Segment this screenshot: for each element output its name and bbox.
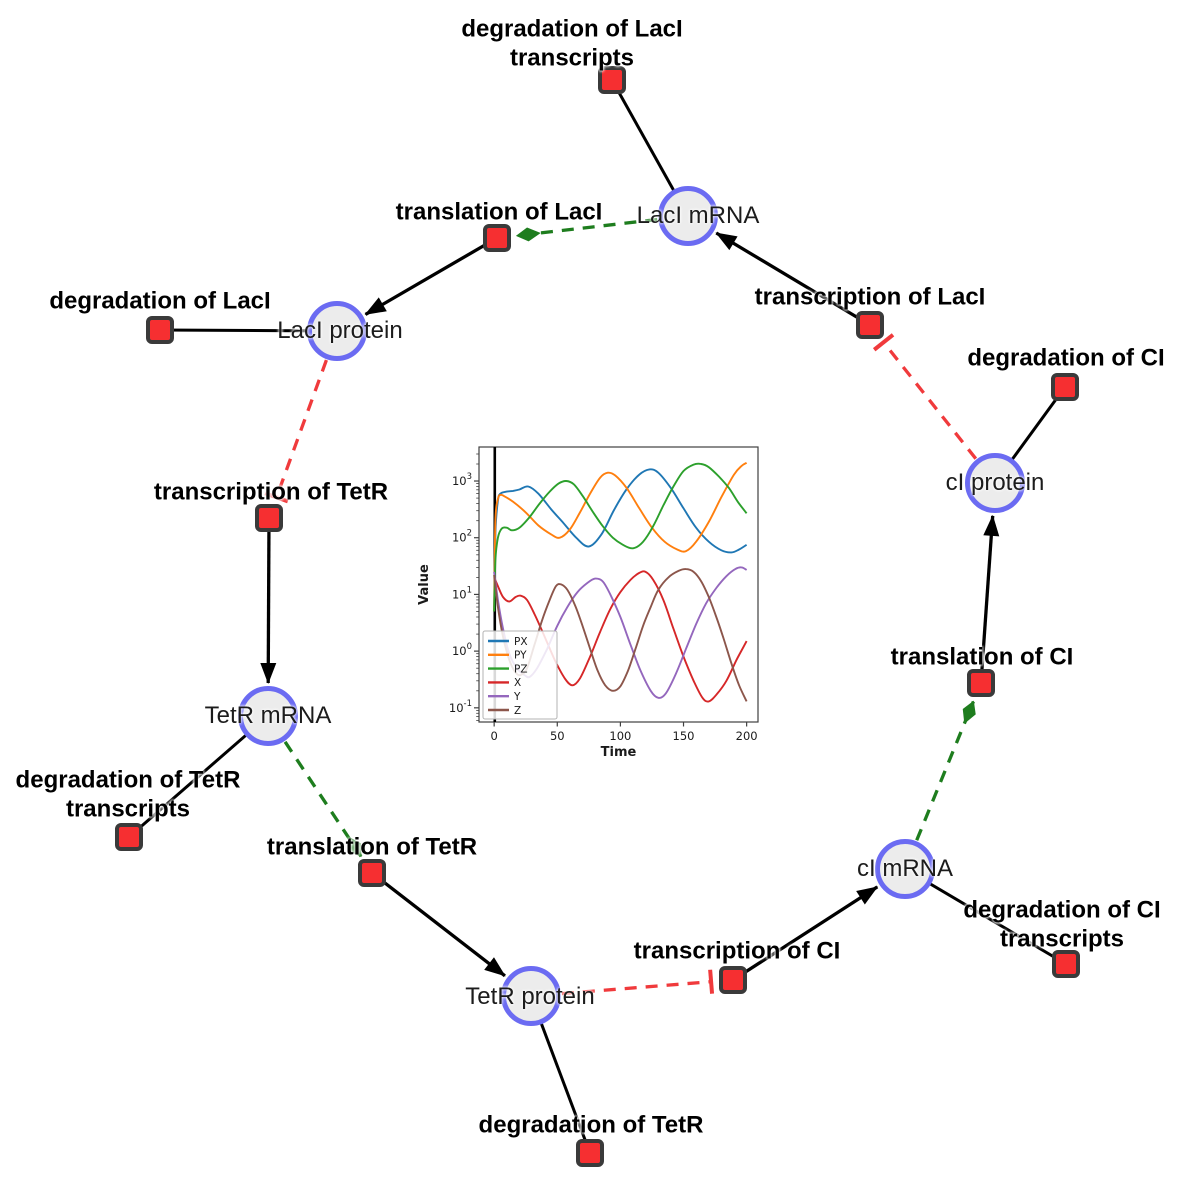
reaction-node-deg-laci-tx [598, 66, 626, 94]
edge-ci-protein-tc-laci [872, 333, 978, 460]
species-node-tetr-mrna [238, 686, 298, 746]
x-tick-label: 50 [550, 729, 565, 743]
reaction-label-deg-tetr: degradation of TetR [478, 1111, 704, 1139]
reaction-label-deg-ci-tx: degradation of CI transcripts [963, 896, 1161, 953]
species-node-laci-protein [307, 301, 367, 361]
legend-label-PX: PX [514, 636, 528, 648]
edge-tc-laci-laci-mrna [715, 231, 871, 327]
series-X [493, 570, 748, 703]
reaction-node-tc-laci [856, 311, 884, 339]
x-tick-label: 0 [490, 729, 497, 743]
y-tick-label: 102 [452, 529, 472, 545]
reaction-node-tc-ci [719, 966, 747, 994]
series-PY [493, 461, 748, 612]
simulation-plot: 0 50 100 150 200 10-1 100 101 102 103 Time Value PX P… [408, 430, 788, 775]
reaction-node-tl-ci [967, 669, 995, 697]
species-label-tetr-mrna: TetR mRNA [204, 702, 332, 729]
edge-tl-laci-laci-protein [364, 236, 498, 316]
reaction-node-deg-ci [1051, 373, 1079, 401]
legend-label-X: X [514, 677, 521, 689]
reaction-node-tl-tetr [358, 859, 386, 887]
species-node-ci-mrna [875, 839, 935, 899]
edge-tc-tetr-tetr-mrna [260, 517, 277, 684]
reaction-label-tc-ci: transcription of CI [633, 937, 841, 965]
edge-laci-protein-tc-tetr [264, 359, 328, 504]
edge-tc-ci-ci-mrna [732, 885, 879, 982]
species-node-laci-mrna [658, 186, 718, 246]
species-label-ci-mrna: cI mRNA [857, 855, 953, 882]
reaction-node-deg-tetr-tx [115, 823, 143, 851]
legend-label-PZ: PZ [514, 663, 528, 675]
species-node-tetr-protein [501, 966, 561, 1026]
reaction-node-deg-ci-tx [1052, 950, 1080, 978]
legend-label-Y: Y [513, 691, 521, 703]
edge-laci-mrna-tl-laci [515, 217, 658, 242]
reaction-label-tc-laci: transcription of LacI [754, 283, 986, 311]
edge-tl-ci-ci-protein [979, 514, 1000, 684]
reaction-node-deg-tetr [576, 1139, 604, 1167]
y-tick-label: 103 [452, 472, 472, 488]
edge-tetr-protein-tc-ci [561, 969, 715, 996]
y-tick-label: 10-1 [449, 699, 472, 715]
reaction-label-deg-laci: degradation of LacI [49, 287, 271, 315]
edge-ci-mrna-tl-ci [915, 700, 976, 841]
edge-tl-tetr-tetr-protein [370, 871, 506, 978]
species-label-laci-protein: LacI protein [277, 317, 403, 344]
plot-canvas: 0 50 100 150 20010-1100101102103TimeValuePXP… [417, 446, 759, 760]
species-label-tetr-protein: TetR protein [465, 983, 595, 1010]
reaction-node-tl-laci [483, 224, 511, 252]
reaction-label-tl-tetr: translation of TetR [266, 833, 478, 861]
x-tick-label: 100 [609, 729, 631, 743]
series-PZ [493, 462, 748, 612]
reaction-label-tl-laci: translation of LacI [395, 198, 603, 226]
y-axis-label: Value [417, 564, 432, 605]
y-tick-label: 101 [452, 585, 472, 601]
reaction-label-deg-ci: degradation of CI [967, 344, 1165, 372]
x-tick-label: 200 [736, 729, 758, 743]
legend-label-Z: Z [514, 705, 521, 717]
species-node-ci-protein [965, 453, 1025, 513]
y-tick-label: 100 [452, 642, 472, 658]
reaction-node-deg-laci [146, 316, 174, 344]
species-label-laci-mrna: LacI mRNA [636, 202, 760, 229]
edge-ci-mrna-deg-ci-tx [904, 867, 1067, 966]
edge-tetr-mrna-tl-tetr [283, 740, 363, 858]
reaction-label-deg-tetr-tx: degradation of TetR transcripts [15, 766, 241, 823]
series-PX [493, 468, 748, 612]
reaction-label-deg-laci-tx: degradation of LacI transcripts [461, 15, 683, 72]
x-tick-label: 150 [673, 729, 695, 743]
legend-label-PY: PY [514, 650, 527, 662]
x-axis-label: Time [601, 745, 637, 760]
reaction-node-tc-tetr [255, 504, 283, 532]
reaction-label-tc-tetr: transcription of TetR [153, 478, 389, 506]
reaction-label-tl-ci: translation of CI [890, 643, 1074, 671]
species-label-ci-protein: cI protein [945, 469, 1045, 496]
